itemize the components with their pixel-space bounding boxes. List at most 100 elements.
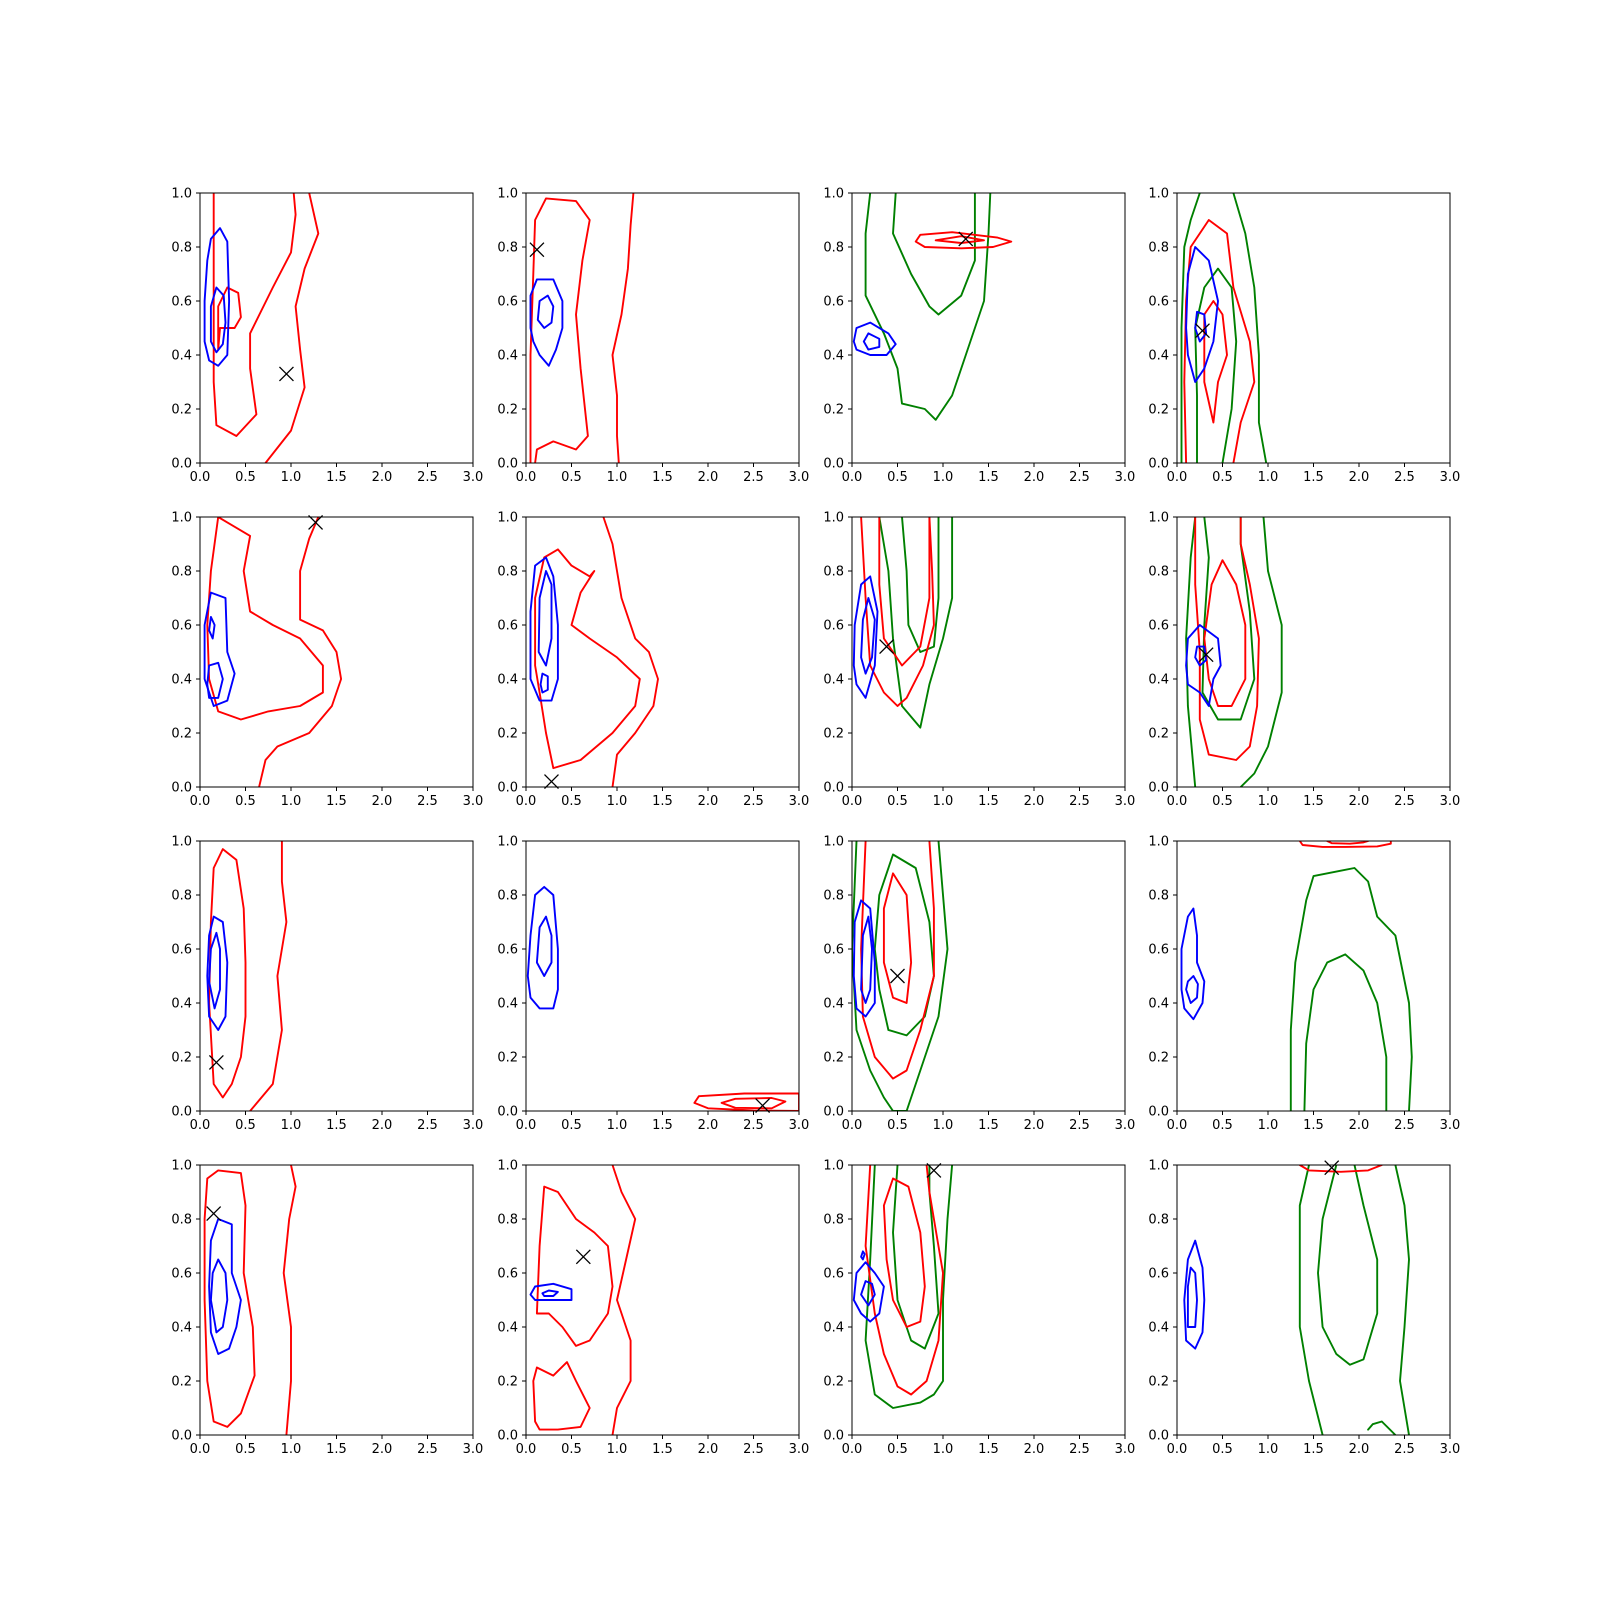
subplot-16: 0.0 0.5 1.0 1.5 2.0 2.5 3.0 0.0 0.2 0.4 0.6 0.8 1.0 (1148, 1159, 1460, 1458)
subplot-1: 0.0 0.5 1.0 1.5 2.0 2.5 3.0 0.0 0.2 0.4 0.6 0.8 1.0 (171, 187, 483, 486)
x-tick-label: 2.5 (743, 1442, 764, 1457)
y-tick-label: 0.2 (171, 1051, 192, 1066)
y-tick-label: 0.4 (497, 1321, 518, 1336)
blue-contour-line (537, 570, 553, 667)
y-tick-label: 0.6 (497, 619, 518, 634)
contour-group (852, 1165, 954, 1409)
x-tick-label: 1.0 (607, 1118, 628, 1133)
y-tick-label: 1.0 (497, 187, 518, 202)
y-tick-label: 0.0 (497, 781, 518, 796)
blue-contour-line (535, 915, 553, 977)
contour-group (203, 1165, 297, 1435)
red-contour-line (934, 235, 985, 244)
x-marker (1195, 323, 1210, 339)
y-tick-label: 0.6 (171, 295, 192, 310)
red-contour-line (258, 517, 343, 787)
red-contour-line (1203, 559, 1247, 707)
red-contour-line (882, 872, 913, 1004)
contour-group (852, 517, 954, 729)
blue-contour-line (541, 1289, 559, 1297)
y-tick-label: 0.8 (497, 1213, 518, 1228)
x-tick-label: 3.0 (463, 470, 484, 485)
x-tick-label: 0.0 (842, 1118, 863, 1133)
y-tick-label: 1.0 (823, 187, 844, 202)
blue-contour-line (209, 1258, 229, 1334)
x-tick-label: 0.5 (235, 794, 256, 809)
y-tick-label: 1.0 (171, 187, 192, 202)
red-contour-line (203, 1169, 256, 1428)
y-tick-label: 0.4 (171, 1321, 192, 1336)
red-contour-line (914, 231, 1013, 250)
x-tick-label: 1.5 (652, 1118, 673, 1133)
y-tick-label: 0.4 (1148, 673, 1169, 688)
red-contour-line (602, 517, 659, 787)
x-tick-label: 0.0 (1167, 1442, 1188, 1457)
axes-frame (199, 192, 474, 464)
y-tick-label: 0.2 (497, 1051, 518, 1066)
y-tick-label: 1.0 (171, 511, 192, 526)
y-tick-label: 0.2 (497, 403, 518, 418)
x-tick-label: 3.0 (789, 794, 810, 809)
green-contour-line (864, 1165, 954, 1409)
x-tick-label: 0.0 (516, 794, 537, 809)
x-tick-label: 1.5 (652, 470, 673, 485)
x-tick-label: 0.0 (1167, 794, 1188, 809)
y-tick-label: 0.2 (823, 727, 844, 742)
x-marker (1324, 1160, 1340, 1176)
y-tick-label: 1.0 (1148, 1159, 1169, 1174)
x-marker (208, 1054, 224, 1070)
y-tick-label: 0.6 (497, 1267, 518, 1282)
y-tick-label: 1.0 (1148, 187, 1169, 202)
y-tick-label: 0.4 (171, 349, 192, 364)
subplot-2: 0.0 0.5 1.0 1.5 2.0 2.5 3.0 0.0 0.2 0.4 0.6 0.8 1.0 (497, 187, 809, 486)
y-tick-label: 0.4 (823, 673, 844, 688)
x-tick-label: 3.0 (463, 1442, 484, 1457)
x-tick-label: 1.0 (607, 1442, 628, 1457)
y-tick-label: 0.6 (823, 295, 844, 310)
y-tick-label: 0.2 (1148, 727, 1169, 742)
x-tick-label: 0.5 (887, 1442, 908, 1457)
y-tick-label: 0.6 (1148, 943, 1169, 958)
x-tick-label: 1.0 (1258, 470, 1279, 485)
blue-contour-line (539, 672, 549, 694)
x-tick-label: 2.0 (1349, 794, 1370, 809)
green-contour-line (1239, 517, 1283, 787)
x-tick-label: 0.5 (887, 1118, 908, 1133)
red-contour-line (208, 848, 247, 1099)
x-tick-label: 1.5 (1303, 470, 1324, 485)
green-contour-line (1394, 1165, 1410, 1435)
green-contour-line (852, 841, 949, 1111)
y-tick-label: 0.2 (1148, 403, 1169, 418)
x-tick-label: 3.0 (789, 1442, 810, 1457)
subplot-4: 0.0 0.5 1.0 1.5 2.0 2.5 3.0 0.0 0.2 0.4 0.6 0.8 1.0 (1148, 187, 1460, 486)
contour-group (1183, 1165, 1410, 1435)
x-tick-label: 0.0 (190, 1118, 211, 1133)
green-contour-line (1298, 1165, 1324, 1435)
x-tick-label: 0.0 (516, 1118, 537, 1133)
x-marker (1198, 647, 1214, 663)
x-marker (529, 242, 545, 258)
x-tick-label: 1.0 (281, 1118, 302, 1133)
contour-group (1180, 193, 1268, 463)
red-contour-line (882, 1177, 926, 1328)
y-tick-label: 0.6 (823, 943, 844, 958)
x-tick-label: 1.0 (281, 470, 302, 485)
x-tick-label: 1.0 (1258, 1118, 1279, 1133)
y-tick-label: 0.8 (823, 1213, 844, 1228)
red-contour-line (264, 193, 320, 463)
y-tick-label: 0.0 (1148, 457, 1169, 472)
x-tick-label: 3.0 (1115, 1442, 1136, 1457)
red-contour-line (532, 1361, 591, 1431)
x-tick-label: 1.0 (933, 470, 954, 485)
x-tick-label: 2.5 (743, 470, 764, 485)
red-contour-line (1326, 841, 1370, 845)
y-tick-label: 0.4 (823, 349, 844, 364)
contour-group (852, 841, 949, 1111)
contour-group (203, 193, 320, 463)
red-contour-line (1194, 517, 1260, 761)
green-contour-line (864, 193, 992, 421)
x-tick-label: 0.0 (1167, 1118, 1188, 1133)
x-tick-label: 0.5 (1212, 1442, 1233, 1457)
y-tick-label: 0.4 (1148, 997, 1169, 1012)
x-tick-label: 3.0 (1115, 470, 1136, 485)
